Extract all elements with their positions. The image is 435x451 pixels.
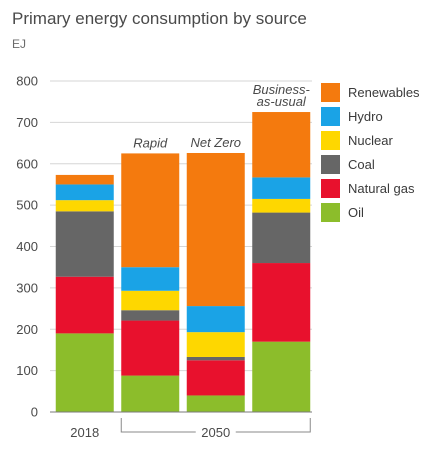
bar-2018-oil <box>55 333 114 412</box>
bar-rapid-oil <box>121 375 180 412</box>
legend-label-hydro: Hydro <box>348 109 383 124</box>
bar-business-as-usual-natural-gas <box>252 263 311 342</box>
bar-net-zero-renewables <box>186 152 245 307</box>
y-tick-label: 600 <box>16 156 38 171</box>
legend-label-natural-gas: Natural gas <box>348 181 415 196</box>
bar-net-zero-oil <box>186 395 245 412</box>
legend-swatch-oil <box>321 203 340 222</box>
bar-rapid-natural-gas <box>121 320 180 376</box>
y-tick-label: 500 <box>16 198 38 213</box>
bar-net-zero-hydro <box>186 306 245 333</box>
legend-swatch-hydro <box>321 107 340 126</box>
legend-label-oil: Oil <box>348 205 364 220</box>
bar-annotation-business-as-usual: Business- <box>253 82 311 97</box>
bar-business-as-usual-renewables <box>252 112 311 178</box>
y-tick-label: 400 <box>16 239 38 254</box>
y-tick-label: 0 <box>31 405 38 420</box>
bar-2018-nuclear <box>55 200 114 212</box>
unit-label: EJ <box>12 37 26 51</box>
x-category-label: 2018 <box>70 425 99 440</box>
bar-business-as-usual-coal <box>252 212 311 264</box>
x-group-label: 2050 <box>201 425 230 440</box>
legend-label-nuclear: Nuclear <box>348 133 393 148</box>
bar-rapid-hydro <box>121 267 180 291</box>
bar-annotation-business-as-usual: as-usual <box>257 94 307 109</box>
bar-2018-hydro <box>55 184 114 201</box>
bar-business-as-usual-nuclear <box>252 198 311 213</box>
legend-label-renewables: Renewables <box>348 85 420 100</box>
bar-annotation-rapid: Rapid <box>133 135 168 150</box>
bar-rapid-coal <box>121 310 180 321</box>
bar-2018-renewables <box>55 174 114 185</box>
bar-net-zero-natural-gas <box>186 360 245 396</box>
y-tick-label: 100 <box>16 363 38 378</box>
legend-swatch-renewables <box>321 83 340 102</box>
legend-label-coal: Coal <box>348 157 375 172</box>
x-group-label-bg <box>195 424 236 440</box>
legend-swatch-natural-gas <box>321 179 340 198</box>
y-tick-label: 300 <box>16 280 38 295</box>
legend-swatch-nuclear <box>321 131 340 150</box>
y-tick-label: 800 <box>16 74 38 89</box>
y-tick-label: 200 <box>16 322 38 337</box>
chart-title: Primary energy consumption by source <box>12 9 307 28</box>
legend-swatch-coal <box>321 155 340 174</box>
bar-2018-natural-gas <box>55 276 114 334</box>
bar-rapid-renewables <box>121 153 180 268</box>
bar-2018-coal <box>55 211 114 277</box>
bar-net-zero-coal <box>186 356 245 361</box>
bar-annotation-net-zero: Net Zero <box>190 135 241 150</box>
bar-business-as-usual-hydro <box>252 177 311 199</box>
bar-rapid-nuclear <box>121 290 180 311</box>
bar-net-zero-nuclear <box>186 332 245 357</box>
bar-business-as-usual-oil <box>252 341 311 412</box>
y-tick-label: 700 <box>16 115 38 130</box>
